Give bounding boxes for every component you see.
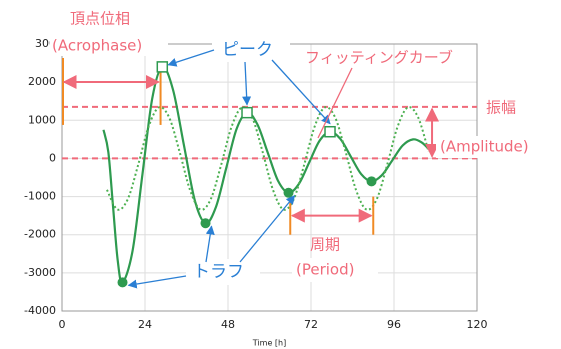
acrophase-label: 頂点位相: [70, 10, 130, 28]
x-tick-label: 120: [467, 318, 488, 331]
fit-pointer: [317, 67, 353, 139]
y-tick-label: -2000: [24, 228, 56, 241]
label-bg: [292, 258, 378, 282]
peak-marker: [241, 106, 253, 119]
peak-marker: [156, 61, 169, 73]
label-bg: [212, 38, 290, 62]
trough-marker: [117, 277, 128, 288]
amplitude-sublabel: (Amplitude): [440, 138, 529, 156]
x-tick-label: 24: [138, 318, 152, 331]
amplitude-label: 振幅: [486, 99, 516, 117]
x-tick-label: 96: [387, 318, 401, 331]
plot: [62, 58, 477, 288]
trough-label: トラフ: [193, 262, 244, 282]
label-bg: [186, 259, 260, 285]
peak-pointer: [271, 59, 331, 125]
trough-marker: [283, 187, 294, 198]
acrophase-sublabel: (Acrophase): [52, 37, 142, 55]
y-tick-label: -3000: [24, 266, 56, 279]
plot-border: [61, 43, 478, 312]
y-tick-label: 2000: [28, 75, 56, 88]
label-bg: [436, 136, 558, 158]
x-tick-label: 0: [59, 318, 66, 331]
x-tick-label: 72: [304, 318, 318, 331]
period-sublabel: (Period): [296, 261, 354, 279]
trough-pointer: [239, 195, 296, 263]
trough-marker: [366, 176, 377, 187]
peak-pointer: [167, 49, 215, 67]
y-tick-label: -4000: [24, 304, 56, 317]
peak-marker: [324, 125, 336, 138]
peak-label: ピーク: [222, 40, 273, 60]
trough-marker: [200, 218, 211, 229]
y-tick-label: -1000: [24, 190, 56, 203]
x-axis-label: Time [h]: [252, 339, 286, 348]
x-tick-label: 48: [221, 318, 235, 331]
y-tick-label: 1000: [28, 113, 56, 126]
y-tick-label: 0: [49, 151, 56, 164]
trough-pointer: [127, 275, 187, 289]
series-line: [102, 65, 430, 284]
trough-pointer: [205, 225, 215, 263]
peak-pointer: [242, 61, 252, 106]
period-label: 周期: [310, 236, 340, 254]
label-bg: [50, 34, 168, 56]
fit-label: フィッティングカーブ: [305, 49, 453, 67]
